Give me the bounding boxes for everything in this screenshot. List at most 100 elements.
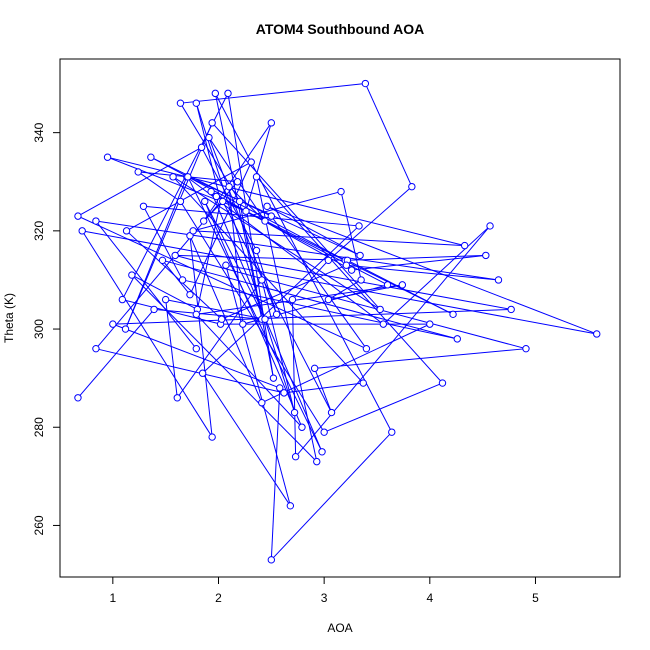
data-point xyxy=(239,320,247,328)
data-point xyxy=(208,433,216,441)
series-segment xyxy=(189,161,252,295)
data-point xyxy=(347,266,356,274)
data-point xyxy=(494,276,503,284)
data-point xyxy=(247,158,255,166)
data-point xyxy=(169,173,177,181)
series-segment xyxy=(222,201,332,413)
data-point xyxy=(118,295,127,304)
series-segment xyxy=(221,264,347,320)
series-segment xyxy=(195,313,303,428)
data-point xyxy=(379,320,388,328)
series-segment xyxy=(270,431,393,561)
data-point xyxy=(438,379,447,387)
data-point xyxy=(298,423,306,431)
series-segment xyxy=(143,206,184,281)
x-tick-label: 5 xyxy=(532,591,539,605)
series-segment xyxy=(211,122,381,310)
series-segment xyxy=(323,382,443,433)
data-point xyxy=(426,320,434,328)
data-point xyxy=(272,310,281,319)
series-line xyxy=(77,83,597,561)
data-point xyxy=(189,227,197,235)
data-point xyxy=(267,119,276,127)
series-segment xyxy=(227,93,274,379)
data-point xyxy=(318,448,326,456)
data-point xyxy=(383,281,392,289)
series-segment xyxy=(202,372,291,507)
series-segment xyxy=(187,176,323,453)
data-point xyxy=(449,310,457,319)
series-segment xyxy=(203,122,272,222)
y-axis-label: Theta (K) xyxy=(2,293,16,343)
series-segment xyxy=(143,205,360,227)
data-point xyxy=(158,256,167,265)
data-point xyxy=(208,119,216,127)
series-segment xyxy=(295,225,491,458)
data-point xyxy=(286,502,295,510)
data-point xyxy=(342,261,351,269)
series-segment xyxy=(225,264,597,335)
series-segment xyxy=(195,103,222,202)
data-point xyxy=(161,295,170,304)
data-point xyxy=(109,320,117,328)
data-point xyxy=(269,374,278,382)
series-segment xyxy=(193,230,465,247)
data-point xyxy=(313,457,321,466)
y-tick-label: 340 xyxy=(32,122,46,142)
data-point xyxy=(310,364,319,373)
series-segment xyxy=(228,186,244,325)
data-point xyxy=(121,325,130,333)
data-point xyxy=(337,187,345,196)
data-point xyxy=(92,344,100,353)
data-point xyxy=(376,305,384,314)
series-segment xyxy=(95,220,197,349)
data-point xyxy=(222,261,230,269)
series-segment xyxy=(165,299,178,398)
series-segment xyxy=(314,348,527,369)
data-point xyxy=(355,222,363,230)
data-point xyxy=(134,168,142,176)
series-segment xyxy=(137,171,181,202)
data-point xyxy=(290,408,299,417)
series-segment xyxy=(175,254,346,261)
series-segment xyxy=(165,299,266,320)
series-segment xyxy=(347,254,486,261)
data-point xyxy=(233,178,242,186)
data-point xyxy=(197,143,206,152)
data-point xyxy=(593,330,601,338)
series-segment xyxy=(77,146,202,217)
data-point xyxy=(217,315,226,323)
x-tick-label: 3 xyxy=(321,591,328,605)
x-tick-label: 1 xyxy=(109,591,116,605)
series-segment xyxy=(256,176,443,384)
data-point xyxy=(178,276,187,284)
x-tick-label: 2 xyxy=(215,591,222,605)
series-segment xyxy=(112,308,512,325)
data-point xyxy=(212,192,221,201)
y-tick-label: 260 xyxy=(32,515,46,535)
data-point xyxy=(288,295,297,304)
series-segment xyxy=(122,299,221,325)
data-point xyxy=(280,389,288,397)
series-segment xyxy=(112,323,280,389)
series-segment xyxy=(82,230,512,310)
data-point xyxy=(356,251,364,260)
series-segment xyxy=(189,235,263,403)
data-point xyxy=(276,384,284,392)
series-segment xyxy=(266,205,361,256)
data-point xyxy=(150,305,158,314)
series-segment xyxy=(193,191,342,232)
data-point xyxy=(267,556,276,564)
data-point xyxy=(207,187,215,196)
series-segment xyxy=(202,225,360,374)
data-point xyxy=(324,295,333,304)
chart-title: ATOM4 Southbound AOA xyxy=(256,21,425,37)
data-point xyxy=(398,281,407,289)
series-segment xyxy=(291,299,297,457)
data-point xyxy=(205,133,213,142)
x-axis: 1 2 3 4 5 xyxy=(109,576,539,605)
data-point xyxy=(171,251,179,260)
data-point xyxy=(176,197,185,206)
data-point xyxy=(242,207,250,215)
